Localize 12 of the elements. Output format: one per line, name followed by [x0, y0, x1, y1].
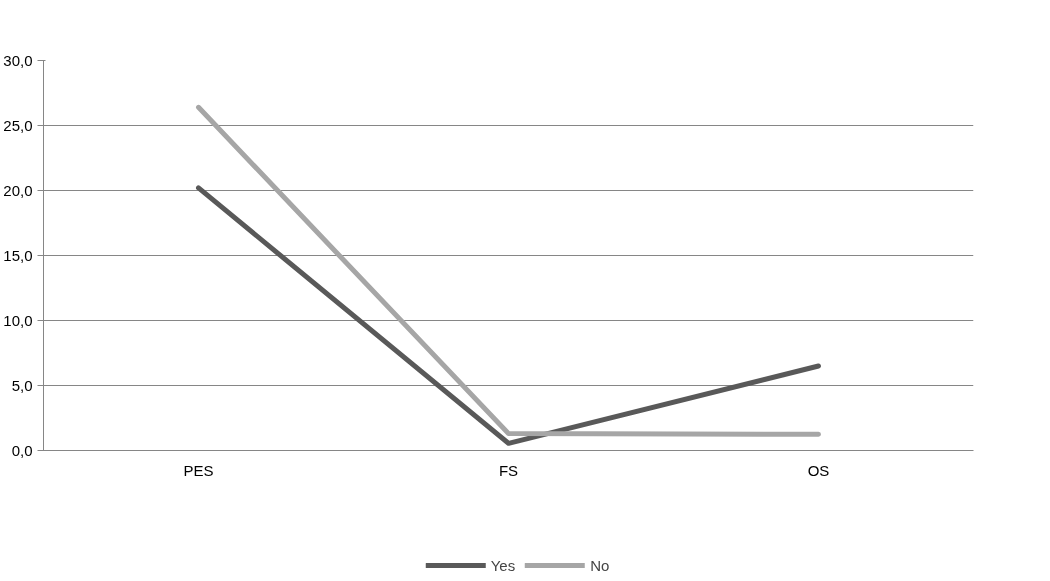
y-tick-label: 20,0	[3, 181, 33, 199]
y-tick-label: 10,0	[3, 311, 33, 329]
legend-label: No	[590, 556, 611, 574]
legend-label: Yes	[490, 556, 516, 574]
y-tick-label: 30,0	[3, 51, 33, 69]
y-tick-label: 15,0	[3, 246, 33, 264]
y-tick-label: 25,0	[3, 116, 33, 134]
x-tick-label: OS	[807, 461, 830, 479]
x-tick-label: FS	[498, 461, 519, 479]
y-tick-label: 0,0	[11, 441, 33, 459]
x-tick-label: PES	[183, 461, 214, 479]
y-tick-label: 5,0	[11, 376, 33, 394]
